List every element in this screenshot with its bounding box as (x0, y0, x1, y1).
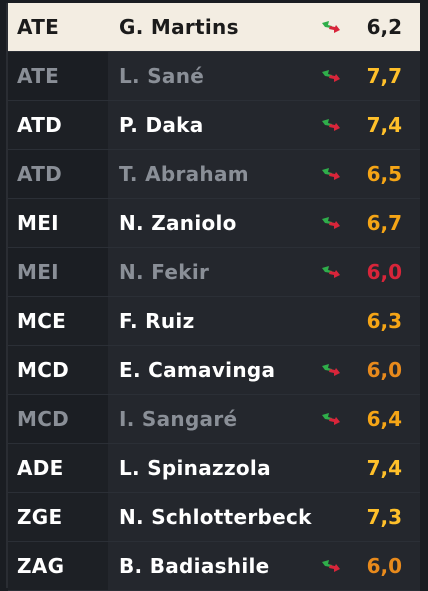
player-name: B. Badiashile (119, 554, 270, 578)
player-main-cell: L. Spinazzola 7,4 (108, 444, 420, 492)
player-main-cell: B. Badiashile 6,0 (108, 542, 420, 590)
player-rating: 7,4 (366, 456, 402, 480)
player-rating: 6,4 (366, 407, 402, 431)
player-main-cell: N. Schlotterbeck 7,3 (108, 493, 420, 541)
player-position: MEI (17, 260, 59, 284)
position-cell: MCD (8, 395, 108, 443)
player-position: MCD (17, 407, 70, 431)
player-position: ATD (17, 113, 63, 137)
player-row[interactable]: MCD I. Sangaré 6,4 (8, 395, 420, 444)
player-position: ZGE (17, 505, 63, 529)
form-arrow-icon (322, 413, 340, 425)
position-cell: MCD (8, 346, 108, 394)
player-position: MCE (17, 309, 67, 333)
position-cell: ZAG (8, 542, 108, 590)
player-name: T. Abraham (119, 162, 249, 186)
player-name: L. Spinazzola (119, 456, 271, 480)
player-name: N. Schlotterbeck (119, 505, 312, 529)
player-name: E. Camavinga (119, 358, 276, 382)
position-cell: MEI (8, 199, 108, 247)
form-arrow-icon (322, 217, 340, 229)
player-rating: 7,3 (366, 505, 402, 529)
form-arrow-icon (322, 168, 340, 180)
player-main-cell: P. Daka 7,4 (108, 101, 420, 149)
player-main-cell: N. Fekir 6,0 (108, 248, 420, 296)
form-arrow-icon (322, 21, 340, 33)
player-row[interactable]: ATD P. Daka 7,4 (8, 101, 420, 150)
player-name: I. Sangaré (119, 407, 238, 431)
player-rating: 6,5 (366, 162, 402, 186)
player-name: G. Martins (119, 15, 239, 39)
player-main-cell: F. Ruiz 6,3 (108, 297, 420, 345)
player-row[interactable]: ZGE N. Schlotterbeck 7,3 (8, 493, 420, 542)
player-position: MCD (17, 358, 70, 382)
position-cell: ZGE (8, 493, 108, 541)
player-name: P. Daka (119, 113, 204, 137)
player-main-cell: T. Abraham 6,5 (108, 150, 420, 198)
player-row[interactable]: ATD T. Abraham 6,5 (8, 150, 420, 199)
player-rating: 7,7 (366, 64, 402, 88)
player-rating: 6,7 (366, 211, 402, 235)
position-cell: ATD (8, 101, 108, 149)
player-rating: 7,4 (366, 113, 402, 137)
form-arrow-icon (322, 266, 340, 278)
form-arrow-icon (322, 70, 340, 82)
player-name: F. Ruiz (119, 309, 195, 333)
form-arrow-icon (322, 119, 340, 131)
player-row[interactable]: ADE L. Spinazzola 7,4 (8, 444, 420, 493)
player-row[interactable]: MEI N. Fekir 6,0 (8, 248, 420, 297)
form-arrow-icon (322, 364, 340, 376)
player-rating: 6,2 (366, 15, 402, 39)
player-main-cell: G. Martins 6,2 (108, 3, 420, 51)
position-cell: ADE (8, 444, 108, 492)
player-row[interactable]: MCE F. Ruiz 6,3 (8, 297, 420, 346)
player-row[interactable]: ATE L. Sané 7,7 (8, 52, 420, 101)
player-position: MEI (17, 211, 59, 235)
player-main-cell: I. Sangaré 6,4 (108, 395, 420, 443)
player-position: ATD (17, 162, 63, 186)
player-rating: 6,0 (366, 358, 402, 382)
player-row[interactable]: MCD E. Camavinga 6,0 (8, 346, 420, 395)
player-position: ADE (17, 456, 64, 480)
position-cell: ATD (8, 150, 108, 198)
player-row[interactable]: MEI N. Zaniolo 6,7 (8, 199, 420, 248)
player-main-cell: E. Camavinga 6,0 (108, 346, 420, 394)
player-main-cell: N. Zaniolo 6,7 (108, 199, 420, 247)
player-position: ATE (17, 64, 60, 88)
player-position: ATE (17, 15, 60, 39)
player-rows: ATE G. Martins 6,2 ATE L. Sané 7,7 ATD P… (8, 3, 420, 591)
player-rating: 6,0 (366, 260, 402, 284)
player-rating: 6,0 (366, 554, 402, 578)
position-cell: ATE (8, 3, 108, 51)
form-arrow-icon (322, 560, 340, 572)
player-row[interactable]: ATE G. Martins 6,2 (8, 3, 420, 52)
position-cell: MEI (8, 248, 108, 296)
player-main-cell: L. Sané 7,7 (108, 52, 420, 100)
player-name: N. Zaniolo (119, 211, 237, 235)
player-name: N. Fekir (119, 260, 210, 284)
position-cell: MCE (8, 297, 108, 345)
player-rating: 6,3 (366, 309, 402, 333)
position-cell: ATE (8, 52, 108, 100)
player-name: L. Sané (119, 64, 205, 88)
player-row[interactable]: ZAG B. Badiashile 6,0 (8, 542, 420, 591)
player-position: ZAG (17, 554, 65, 578)
player-ratings-list: ATE G. Martins 6,2 ATE L. Sané 7,7 ATD P… (6, 3, 420, 591)
